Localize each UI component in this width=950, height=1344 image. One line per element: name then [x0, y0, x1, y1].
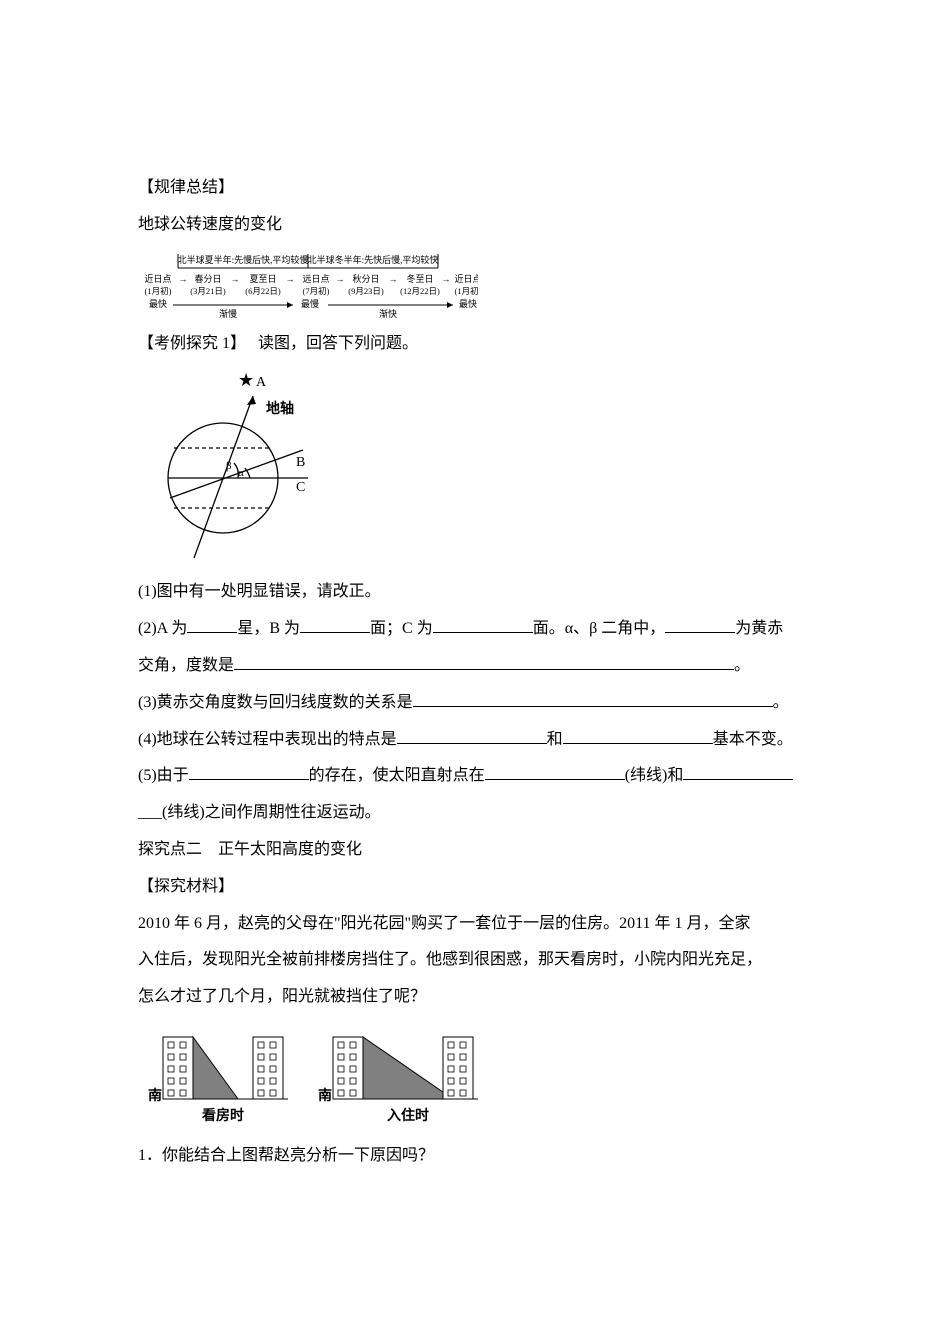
svg-text:近日点: 近日点: [454, 273, 478, 284]
q4-t0: (4)地球在公转过程中表现出的特点是: [138, 731, 397, 748]
blank: [485, 762, 625, 781]
svg-text:(7月初): (7月初): [303, 286, 330, 296]
svg-text:春分日: 春分日: [194, 273, 221, 284]
q5-t1: 的存在，使太阳直射点在: [309, 767, 485, 784]
q2-t0: (2)A 为: [138, 620, 187, 637]
svg-text:南: 南: [318, 1087, 332, 1104]
q4-t2: 基本不变。: [713, 731, 793, 748]
svg-text:看房时: 看房时: [201, 1107, 244, 1124]
blank: [189, 762, 309, 781]
rule-summary-title: 【规律总结】: [138, 170, 812, 207]
svg-text:渐慢: 渐慢: [219, 308, 237, 319]
blank: [397, 725, 547, 744]
blank: [187, 615, 237, 634]
svg-text:→: →: [231, 274, 240, 284]
svg-text:地轴: 地轴: [266, 400, 294, 417]
svg-text:冬至日: 冬至日: [406, 273, 433, 284]
svg-text:β: β: [226, 460, 232, 472]
timeline-top-right: 北半球冬半年:先快后慢,平均较快: [308, 254, 439, 265]
svg-text:B: B: [296, 455, 305, 470]
q2b-t1: 。: [734, 657, 750, 674]
svg-text:近日点: 近日点: [144, 273, 171, 284]
q3-t0: (3)黄赤交角度数与回归线度数的关系是: [138, 694, 413, 711]
svg-text:入住时: 入住时: [387, 1107, 429, 1124]
q2b: 交角，度数是 。: [138, 648, 812, 685]
blank: [433, 615, 533, 634]
svg-text:α: α: [238, 467, 244, 479]
story-line-3: 怎么才过了几个月，阳光就被挡住了呢？: [138, 979, 812, 1016]
svg-text:(1月初): (1月初): [455, 286, 478, 296]
q2-t1: 星，B 为: [237, 620, 300, 637]
example-title: 【考例探究 1】 读图，回答下列问题。: [138, 326, 812, 363]
buildings-figure: 南 看房时: [138, 1022, 812, 1132]
q2b-t0: 交角，度数是: [138, 657, 234, 674]
q2-t4: 为黄赤: [735, 620, 783, 637]
topic2: 探究点二 正午太阳高度的变化: [138, 832, 812, 869]
svg-text:最慢: 最慢: [301, 298, 319, 309]
q2-t3: 面。α、β 二角中，: [533, 620, 666, 637]
svg-text:最快: 最快: [149, 298, 167, 309]
q5-t2: (纬线)和: [625, 767, 684, 784]
story-line-2: 入住后，发现阳光全被前排楼房挡住了。他感到很困惑，那天看房时，小院内阳光充足，: [138, 942, 812, 979]
rule-summary-sub: 地球公转速度的变化: [138, 207, 812, 244]
q4-t1: 和: [547, 731, 563, 748]
svg-text:远日点: 远日点: [302, 274, 329, 284]
svg-text:(3月21日): (3月21日): [190, 286, 226, 296]
svg-text:→: →: [286, 274, 295, 284]
svg-text:→: →: [442, 274, 451, 284]
svg-text:夏至日: 夏至日: [249, 274, 276, 284]
q2-t2: 面；C 为: [370, 620, 433, 637]
svg-text:南: 南: [148, 1087, 162, 1104]
final-question: 1．你能结合上图帮赵亮分析一下原因吗？: [138, 1138, 812, 1175]
timeline-figure: 北半球夏半年:先慢后快,平均较慢 北半球冬半年:先快后慢,平均较快 近日点 → …: [138, 250, 812, 320]
svg-text:秋分日: 秋分日: [352, 273, 379, 284]
svg-text:C: C: [296, 480, 305, 495]
svg-text:(6月22日): (6月22日): [245, 286, 281, 296]
svg-text:→: →: [389, 274, 398, 284]
q5: (5)由于 的存在，使太阳直射点在 (纬线)和: [138, 758, 812, 795]
blank: [234, 651, 734, 670]
svg-text:→: →: [336, 274, 345, 284]
svg-text:A: A: [256, 375, 267, 390]
globe-figure: ★ A 地轴 β α B C: [138, 368, 812, 568]
svg-text:渐快: 渐快: [379, 308, 397, 319]
q1: (1)图中有一处明显错误，请改正。: [138, 574, 812, 611]
material-title: 【探究材料】: [138, 869, 812, 906]
story-line-1: 2010 年 6 月，赵亮的父母在"阳光花园"购买了一套位于一层的住房。2011…: [138, 906, 812, 943]
q5b: ___(纬线)之间作周期性往返运动。: [138, 795, 812, 832]
q2: (2)A 为 星，B 为 面；C 为 面。α、β 二角中， 为黄赤: [138, 611, 812, 648]
blank: [563, 725, 713, 744]
blank: [665, 615, 735, 634]
svg-text:最快: 最快: [459, 298, 477, 309]
timeline-top-left: 北半球夏半年:先慢后快,平均较慢: [178, 254, 309, 265]
q3: (3)黄赤交角度数与回归线度数的关系是 。: [138, 685, 812, 722]
blank: [413, 688, 773, 707]
q5-t0: (5)由于: [138, 767, 189, 784]
svg-text:★: ★: [238, 370, 254, 390]
svg-text:(9月23日): (9月23日): [348, 286, 384, 296]
svg-text:→: →: [179, 274, 188, 284]
q3-t1: 。: [773, 694, 789, 711]
svg-text:(12月22日): (12月22日): [400, 286, 440, 296]
svg-text:(1月初): (1月初): [145, 286, 172, 296]
q4: (4)地球在公转过程中表现出的特点是 和 基本不变。: [138, 722, 812, 759]
blank: [683, 762, 793, 781]
blank: [300, 615, 370, 634]
